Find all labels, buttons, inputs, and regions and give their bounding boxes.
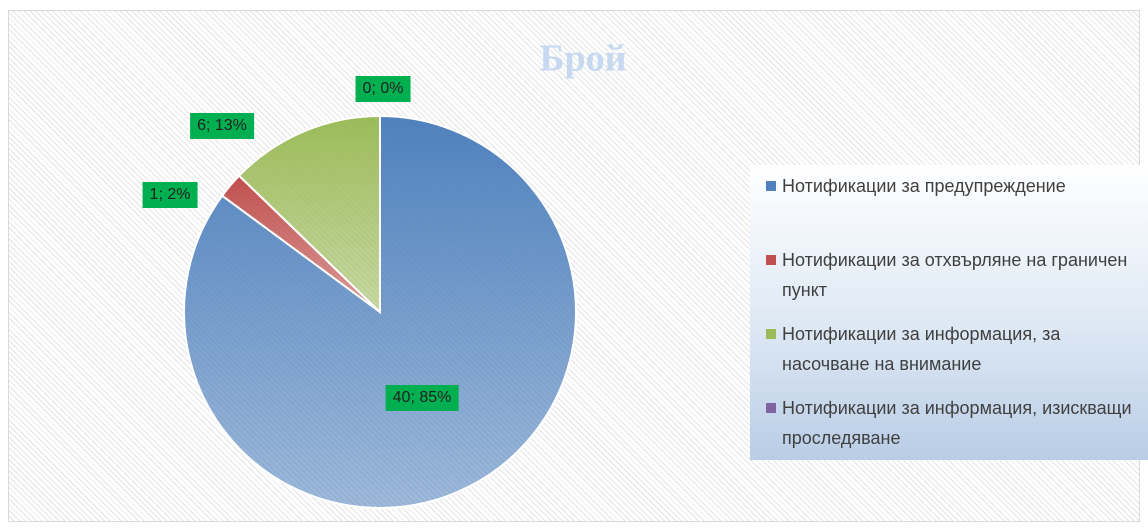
legend-label: Нотификации за предупреждение — [782, 176, 1066, 196]
legend-label: Нотификации за информация, за насочване … — [782, 324, 1061, 374]
legend-item: Нотификации за предупреждение — [766, 171, 1140, 245]
data-label: 40; 85% — [385, 385, 459, 411]
legend-swatch — [766, 403, 776, 413]
legend-swatch — [766, 181, 776, 191]
chart-title: Брой — [539, 38, 626, 80]
legend-swatch — [766, 329, 776, 339]
pie-slice — [237, 114, 381, 315]
legend-item: Нотификации за информация, за насочване … — [766, 319, 1140, 393]
data-label: 0; 0% — [355, 76, 411, 102]
legend-swatch — [766, 255, 776, 265]
data-label: 1; 2% — [142, 182, 198, 208]
legend: Нотификации за предупреждение Нотификации… — [750, 165, 1148, 460]
legend-item: Нотификации за отхвърляне на граничен пу… — [766, 245, 1140, 319]
legend-label: Нотификации за информация, изискващи про… — [782, 398, 1132, 448]
data-label: 6; 13% — [190, 113, 254, 139]
legend-item: Нотификации за информация, изискващи про… — [766, 393, 1140, 467]
legend-label: Нотификации за отхвърляне на граничен пу… — [782, 250, 1128, 300]
